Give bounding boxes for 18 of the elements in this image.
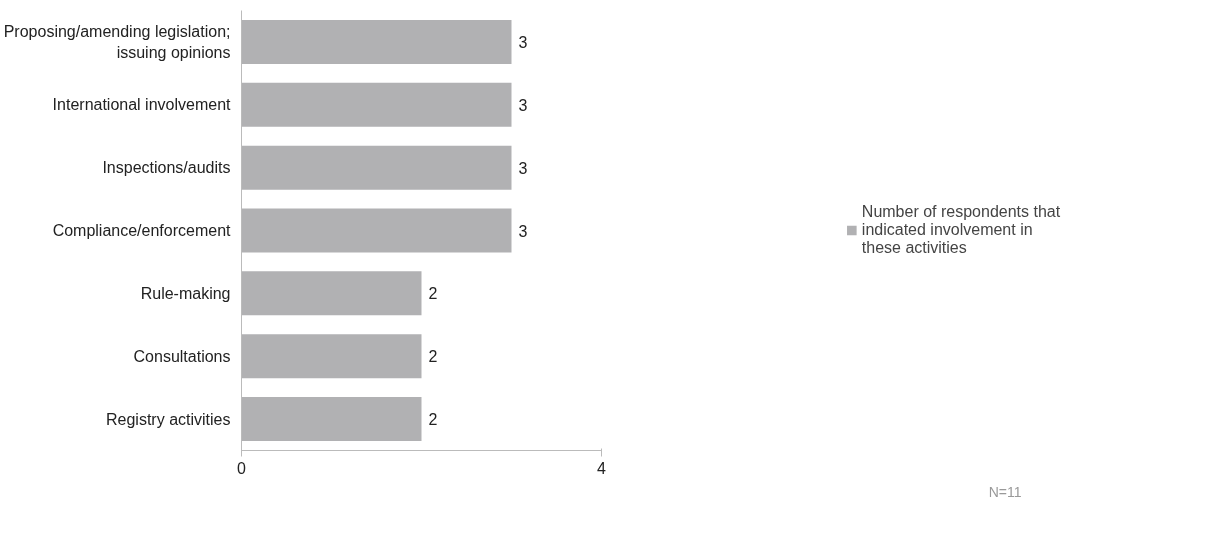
data-label: 3 [518,33,528,51]
x-tick-label: 0 [237,459,247,477]
y-tick-label: Proposing/amending legislation; issuing opinions [3,23,231,61]
y-tick-label: Registry activities [106,410,231,428]
y-tick-label: Consultations [133,347,231,365]
y-tick-label: Rule-making [140,284,231,302]
data-label: 2 [428,411,438,429]
data-label: 3 [518,159,528,177]
y-tick-label: Inspections/audits [102,159,231,177]
y-tick-label: International involvement [52,96,232,114]
x-tick-label: 4 [597,459,607,477]
y-tick-label: Compliance/enforcement [52,222,232,239]
text: N=11 [988,483,1022,500]
data-label: 3 [518,96,528,114]
legend-label: Number of respondents that indicated involvement in these activities [861,203,1061,257]
data-label: 2 [428,285,438,303]
data-label: 3 [518,222,528,240]
data-label: 2 [428,348,438,366]
